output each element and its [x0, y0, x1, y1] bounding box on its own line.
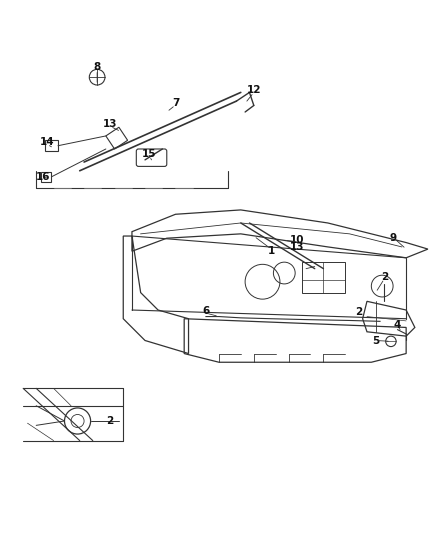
FancyBboxPatch shape: [41, 172, 51, 182]
Text: 15: 15: [142, 149, 157, 159]
Text: 5: 5: [372, 336, 379, 346]
Text: 2: 2: [381, 272, 388, 282]
Text: 13: 13: [290, 242, 304, 252]
Text: 2: 2: [106, 416, 114, 426]
Text: 10: 10: [290, 235, 304, 245]
Text: 16: 16: [35, 172, 50, 182]
Text: 12: 12: [247, 85, 261, 95]
Text: 9: 9: [389, 233, 397, 243]
Text: 13: 13: [103, 119, 117, 129]
Text: 2: 2: [355, 307, 362, 317]
FancyBboxPatch shape: [136, 149, 167, 166]
Text: 1: 1: [268, 246, 275, 256]
Text: 7: 7: [172, 98, 179, 108]
Text: 4: 4: [394, 320, 401, 330]
Text: 14: 14: [40, 138, 54, 148]
Circle shape: [386, 336, 396, 346]
Text: 6: 6: [202, 306, 209, 316]
Text: 8: 8: [93, 62, 101, 72]
FancyBboxPatch shape: [302, 262, 345, 293]
FancyBboxPatch shape: [45, 140, 58, 151]
